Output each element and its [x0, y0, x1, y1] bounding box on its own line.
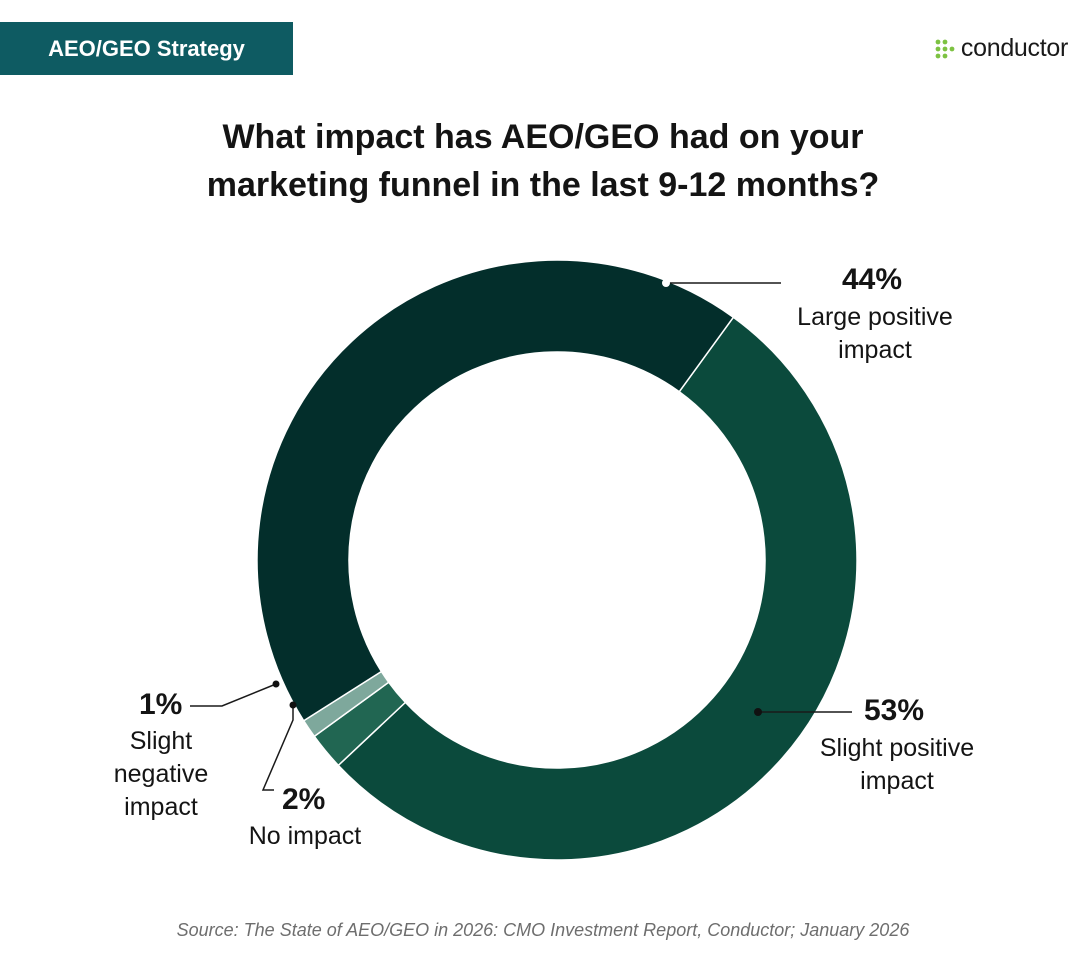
leader-dot-no-impact — [289, 701, 297, 709]
leader-dot-slight-negative — [272, 680, 280, 688]
label-large-positive: Large positive impact — [797, 303, 953, 364]
label-slight-positive: Slight positive impact — [819, 734, 975, 795]
label-slight-negative: Slight negative impact — [113, 727, 209, 821]
chart-title-line-2: marketing funnel in the last 9-12 months… — [206, 166, 880, 204]
chart-title: What impact has AEO/GEO had on your mark… — [0, 113, 1086, 209]
label-pct-slight-positive: 53% — [864, 694, 925, 727]
chart-title-line-1: What impact has AEO/GEO had on your — [222, 118, 864, 156]
logo-text: conductor — [960, 34, 1068, 62]
label-pct-slight-negative: 1% — [139, 688, 183, 721]
category-tag: AEO/GEO Strategy — [0, 22, 293, 75]
donut-slice-large-positive-impact — [256, 259, 735, 722]
logo-dots-icon — [935, 39, 955, 58]
label-pct-no-impact: 2% — [282, 783, 326, 816]
label-no-impact: No impact — [248, 822, 362, 850]
leader-line-slight-negative — [190, 683, 277, 707]
conductor-logo: conductor — [935, 34, 1068, 63]
leader-dot-large-positive — [662, 279, 670, 287]
leader-line-no-impact — [261, 705, 294, 791]
leader-dot-slight-positive — [754, 708, 762, 716]
source-note: Source: The State of AEO/GEO in 2026: CM… — [176, 920, 910, 940]
donut-slice-slight-positive-impact — [337, 316, 858, 861]
label-pct-large-positive: 44% — [842, 263, 903, 296]
